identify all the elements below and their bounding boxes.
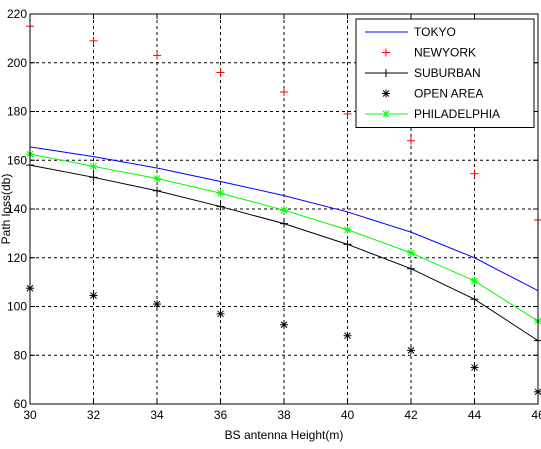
x-tick-label: 30 — [23, 408, 37, 422]
legend-item-tokyo: TOKYO — [365, 25, 456, 39]
data-point-open-area — [153, 300, 161, 309]
data-point-newyork — [216, 68, 225, 77]
data-point-newyork — [153, 51, 161, 60]
data-point-philadelphia — [153, 174, 161, 183]
data-point-open-area — [216, 309, 225, 318]
legend-item-suburban: SUBURBAN — [365, 66, 481, 80]
legend-label: SUBURBAN — [414, 66, 481, 80]
series-line-tokyo — [29, 146, 539, 292]
legend-label: OPEN AREA — [414, 87, 483, 101]
series-philadelphia — [26, 150, 541, 326]
data-point-philadelphia — [470, 276, 479, 285]
x-tick-label: 44 — [468, 408, 482, 422]
data-point-newyork — [89, 36, 98, 45]
data-point-philadelphia — [343, 225, 352, 234]
data-point-newyork — [280, 88, 288, 96]
legend: TOKYO NEWYORK SUBURBAN OPEN AREA PHILADELPHI… — [355, 18, 535, 128]
data-point-suburban — [216, 202, 225, 211]
y-tick-label: 200 — [7, 56, 27, 70]
data-point-philadelphia — [407, 248, 415, 257]
legend-label: NEWYORK — [414, 46, 476, 60]
x-tick-label: 34 — [150, 408, 164, 422]
x-tick-label: 42 — [404, 408, 418, 422]
y-tick-label: 100 — [7, 300, 27, 314]
data-point-open-area — [280, 320, 288, 329]
y-tick-label: 180 — [7, 105, 27, 119]
legend-label: TOKYO — [414, 25, 456, 39]
data-point-newyork — [470, 169, 479, 178]
data-point-suburban — [343, 240, 352, 249]
x-tick-label: 38 — [277, 408, 291, 422]
data-point-newyork — [343, 109, 352, 118]
series-layer — [26, 22, 541, 396]
legend-marker — [382, 48, 390, 57]
y-tick-label: 160 — [7, 153, 27, 167]
data-point-suburban — [407, 264, 415, 273]
x-tick-label: 36 — [214, 408, 228, 422]
data-point-suburban — [470, 295, 479, 304]
y-tick-label: 80 — [14, 348, 28, 362]
x-tick-label: 40 — [341, 408, 355, 422]
data-point-suburban — [280, 219, 288, 228]
data-point-newyork — [407, 136, 415, 145]
data-point-philadelphia — [89, 162, 98, 171]
series-tokyo — [29, 146, 539, 292]
axis-ticks: 30 32 34 36 38 40 42 44 46 60 80 100 120 140 160 180 200… — [7, 7, 541, 422]
x-tick-label: 32 — [87, 408, 101, 422]
y-tick-label: 220 — [7, 7, 27, 21]
y-tick-label: 140 — [7, 202, 27, 216]
legend-marker — [382, 89, 390, 98]
data-point-suburban — [89, 173, 98, 182]
data-point-philadelphia — [280, 206, 288, 215]
legend-item-philadelphia: PHILADELPHIA — [365, 107, 500, 121]
legend-label: PHILADELPHIA — [414, 107, 500, 121]
legend-marker — [382, 110, 390, 118]
y-tick-label: 60 — [14, 397, 28, 411]
data-point-open-area — [343, 331, 352, 340]
data-point-philadelphia — [216, 189, 225, 198]
legend-item-open-area: OPEN AREA — [382, 87, 483, 101]
legend-item-newyork: NEWYORK — [382, 46, 476, 60]
data-point-open-area — [89, 291, 98, 300]
data-point-open-area — [470, 363, 479, 372]
x-tick-label: 46 — [531, 408, 541, 422]
x-axis-label: BS antenna Height(m) — [225, 428, 344, 442]
y-tick-label: 120 — [7, 251, 27, 265]
legend-marker — [382, 69, 390, 77]
data-point-suburban — [153, 186, 161, 195]
y-axis-label: Path loss(db) — [0, 174, 13, 245]
data-point-open-area — [407, 346, 415, 355]
